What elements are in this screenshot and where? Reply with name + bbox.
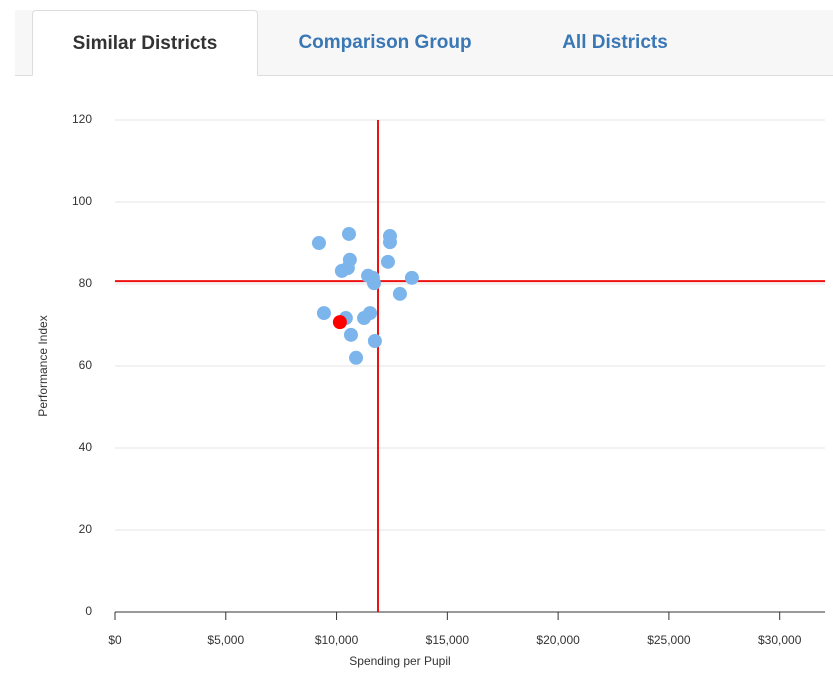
point [341,226,356,241]
tab-bar: Similar Districts Comparison Group All D… [15,10,833,76]
point [349,350,364,365]
y-tick-label: 100 [72,194,92,208]
y-tick-label: 60 [79,358,93,372]
point [380,254,395,269]
point [367,276,382,291]
x-axis-title: Spending per Pupil [349,654,450,668]
point [316,306,331,321]
point [404,270,419,285]
tab[interactable]: Comparison Group [298,32,472,53]
point [367,333,382,348]
point [343,327,358,342]
y-tick-label: 40 [79,440,93,454]
y-tick-label: 80 [79,276,93,290]
point [334,263,349,278]
tab[interactable]: All Districts [562,32,668,53]
point [392,286,407,301]
y-tick-label: 0 [85,604,92,618]
y-axis-title: Performance Index [36,315,50,416]
x-tick-label: $5,000 [207,633,244,647]
x-tick-label: $10,000 [315,633,359,647]
y-tick-label: 20 [79,522,93,536]
point [382,235,397,250]
point [332,315,347,330]
x-tick-label: $30,000 [758,633,802,647]
y-tick-label: 120 [72,112,92,126]
point [363,306,378,321]
x-tick-label: $15,000 [426,633,470,647]
x-tick-label: $20,000 [536,633,580,647]
tab[interactable]: Similar Districts [32,10,258,76]
point [311,236,326,250]
x-tick-label: $25,000 [647,633,691,647]
x-tick-label: $0 [108,633,122,647]
